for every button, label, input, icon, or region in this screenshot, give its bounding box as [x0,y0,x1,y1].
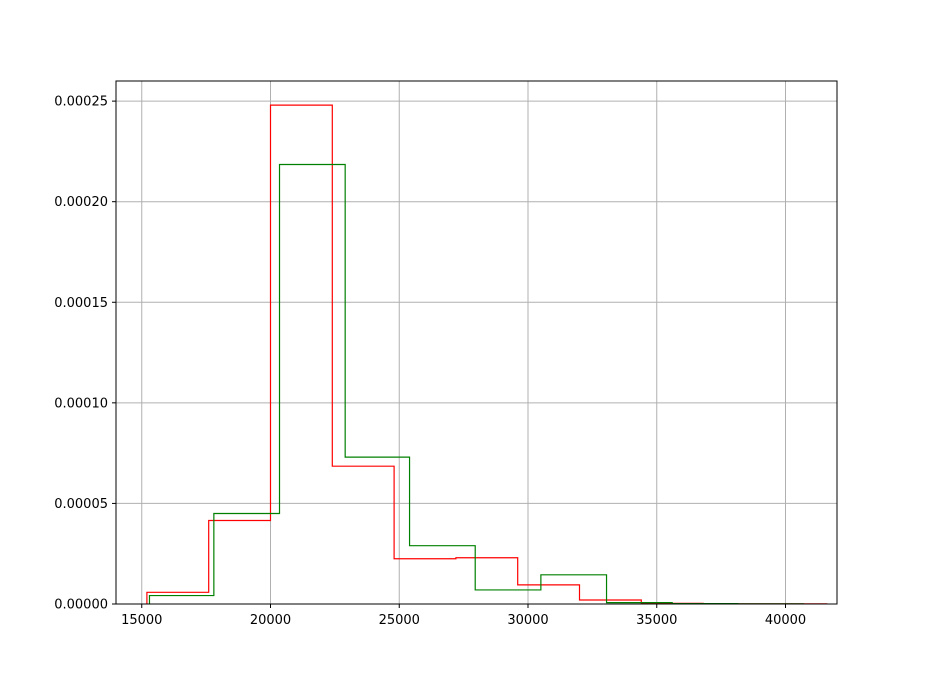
plot-frame [115,80,838,605]
y-tick-label: 0.00025 [54,95,108,110]
y-axis: 0.00000 0.00005 0.00010 0.00015 0.00020 0.000… [54,95,116,613]
x-axis: 15000 20000 25000 30000 35000 40000 [121,604,806,628]
y-tick-label: 0.00005 [54,497,108,512]
plot-area [116,81,837,604]
y-tick-label: 0.00010 [54,396,108,411]
x-tick-label: 25000 [379,613,420,628]
y-tick-label: 0.00015 [54,296,108,311]
x-tick-label: 20000 [250,613,291,628]
x-tick-label: 40000 [765,613,806,628]
y-tick-label: 0.00000 [54,598,108,613]
x-tick-label: 15000 [121,613,162,628]
x-tick-label: 30000 [507,613,548,628]
x-tick-label: 35000 [636,613,677,628]
y-tick-label: 0.00020 [54,195,108,210]
